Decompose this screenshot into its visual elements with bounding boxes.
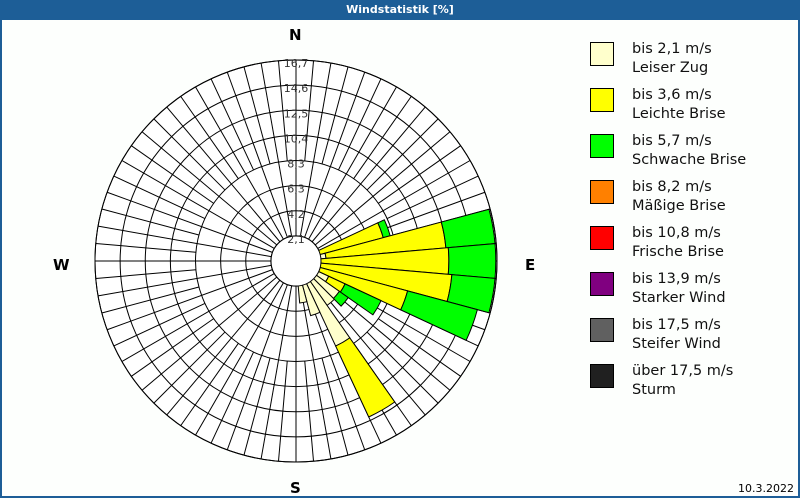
legend-swatch [590, 272, 614, 296]
legend-swatch [590, 134, 614, 158]
wind-sector-segment [446, 274, 496, 314]
wind-sector-segment [400, 290, 478, 342]
legend-label: bis 10,8 m/s Frische Brise [632, 225, 724, 260]
ring-label: 10,4 [284, 132, 309, 145]
ring-label: 6,3 [287, 183, 305, 196]
ring-label: 2,1 [287, 233, 305, 246]
compass-north-label: N [289, 26, 302, 44]
legend-swatch [590, 42, 614, 66]
wind-sector-segment [339, 283, 382, 316]
legend-label: bis 8,2 m/s Mäßige Brise [632, 179, 726, 214]
ring-label: 14,6 [284, 82, 309, 95]
legend-label: bis 2,1 m/s Leiser Zug [632, 41, 712, 76]
legend-label: bis 5,7 m/s Schwache Brise [632, 133, 747, 168]
legend-label: über 17,5 m/s Sturm [632, 363, 734, 398]
legend-swatch [590, 318, 614, 342]
window-title: Windstatistik [%] [0, 0, 800, 20]
legend-label: bis 13,9 m/s Starker Wind [632, 271, 726, 306]
ring-label: 4,2 [287, 208, 305, 221]
ring-label: 8,3 [287, 158, 305, 171]
legend-label: bis 17,5 m/s Steifer Wind [632, 317, 721, 352]
wind-sector-segment [332, 290, 349, 307]
date-label: 10.3.2022 [738, 482, 794, 495]
wind-sector-segment [335, 337, 396, 418]
legend-swatch [590, 364, 614, 388]
compass-west-label: W [53, 256, 70, 274]
legend-swatch [590, 88, 614, 112]
legend-label: bis 3,6 m/s Leichte Brise [632, 87, 726, 122]
wind-sector-segment [447, 243, 497, 279]
compass-east-label: E [525, 256, 536, 274]
compass-south-label: S [290, 479, 301, 497]
legend-swatch [590, 180, 614, 204]
ring-label: 16,7 [284, 57, 309, 70]
legend-swatch [590, 226, 614, 250]
ring-label: 12,5 [284, 107, 309, 120]
